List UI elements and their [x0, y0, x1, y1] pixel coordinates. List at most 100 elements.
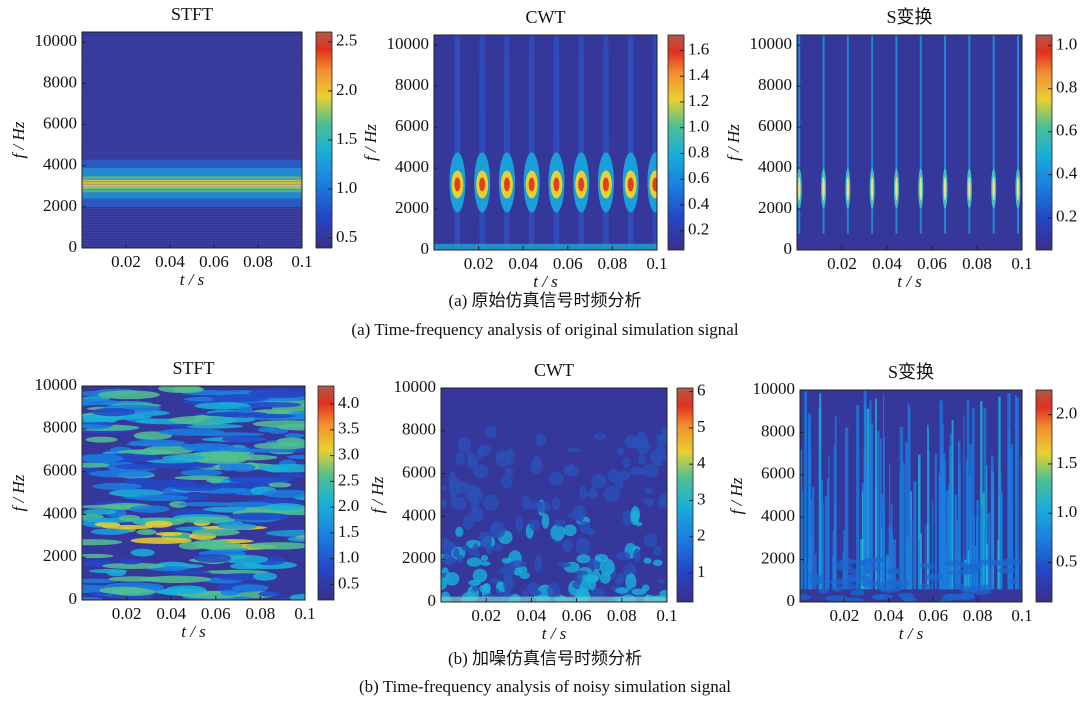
heatmap-texture [174, 475, 230, 481]
heatmap-texture [845, 427, 849, 590]
x-tick-label: 0.08 [598, 254, 628, 273]
heatmap-texture [631, 435, 646, 449]
y-tick-label: 10000 [35, 375, 78, 394]
heatmap-texture [905, 442, 908, 590]
heatmap-texture [485, 543, 493, 555]
heatmap-texture [846, 176, 850, 201]
heatmap-texture [614, 478, 624, 490]
x-axis-label: t / s [533, 272, 558, 291]
heatmap-texture [82, 226, 302, 228]
x-axis-label: t / s [897, 272, 922, 291]
heatmap-texture [265, 529, 305, 537]
heatmap-texture [941, 423, 944, 590]
x-tick-label: 0.02 [830, 606, 860, 625]
heatmap-texture [166, 570, 211, 575]
heatmap-texture [289, 593, 305, 600]
heatmap-texture [82, 504, 143, 509]
y-tick-label: 2000 [43, 196, 77, 215]
heatmap-texture [534, 554, 543, 572]
heatmap-texture [910, 520, 913, 590]
heatmap-texture [866, 408, 870, 590]
heatmap-texture [590, 588, 605, 599]
heatmap-texture [833, 445, 836, 590]
heatmap-texture [870, 176, 874, 201]
heatmap-texture [600, 558, 615, 576]
x-tick-label: 0.1 [294, 604, 315, 623]
x-tick-label: 0.08 [243, 252, 273, 271]
colorbar-tick-label: 4 [697, 453, 706, 472]
heatmap-texture [589, 487, 598, 500]
heatmap-texture [82, 205, 302, 207]
heatmap-texture [656, 433, 667, 439]
heatmap-texture [246, 542, 305, 550]
x-tick-label: 0.02 [464, 254, 494, 273]
heatmap-texture [184, 423, 243, 429]
colorbar-tick-label: 0.2 [1056, 207, 1077, 226]
y-tick-label: 4000 [43, 155, 77, 174]
heatmap-texture [491, 522, 499, 538]
heatmap-texture [919, 35, 922, 234]
heatmap-texture [515, 516, 524, 532]
heatmap-texture [633, 548, 641, 563]
colorbar-tick-label: 3.5 [338, 419, 359, 438]
heatmap-texture [82, 114, 302, 116]
caption-en: (a) Time-frequency analysis of original … [351, 320, 738, 339]
heatmap-texture [209, 411, 268, 416]
heatmap-texture [82, 215, 302, 217]
heatmap-texture [82, 210, 302, 212]
heatmap-texture [943, 452, 946, 590]
colorbar-tick-label: 1.4 [688, 65, 710, 84]
heatmap-texture [455, 481, 471, 495]
heatmap-texture [529, 519, 541, 531]
colorbar-tick-label: 6 [697, 381, 706, 400]
colorbar-tick-label: 2.0 [338, 496, 359, 515]
heatmap-texture [448, 470, 457, 487]
colorbar-tick-label: 1.6 [688, 39, 709, 58]
heatmap-texture [819, 393, 822, 590]
heatmap-texture [814, 553, 817, 590]
heatmap-texture [622, 510, 634, 526]
y-tick-label: 6000 [395, 116, 429, 135]
heatmap-texture [996, 567, 1017, 574]
heatmap-texture [553, 177, 560, 192]
heatmap-texture [261, 489, 305, 498]
heatmap-texture [82, 194, 302, 196]
heatmap-background [82, 32, 302, 248]
heatmap-texture [82, 218, 302, 220]
heatmap-texture [82, 108, 302, 110]
x-tick-label: 0.1 [646, 254, 667, 273]
heatmap-texture [980, 401, 983, 590]
heatmap-texture [891, 530, 893, 590]
x-tick-label: 0.02 [111, 252, 141, 271]
heatmap-texture [1007, 558, 1010, 590]
y-tick-label: 8000 [402, 420, 436, 439]
heatmap-texture [454, 177, 461, 192]
heatmap-texture [919, 176, 922, 201]
heatmap-texture [908, 407, 911, 590]
heatmap-texture [82, 462, 110, 468]
heatmap-texture [82, 191, 302, 193]
y-tick-label: 2000 [761, 549, 795, 568]
heatmap-texture [657, 579, 666, 584]
chart-title: STFT [172, 358, 214, 378]
colorbar-tick-label: 1.0 [336, 178, 357, 197]
heatmap-texture [846, 35, 849, 234]
y-tick-label: 6000 [758, 116, 792, 135]
x-tick-label: 0.06 [199, 252, 229, 271]
x-tick-label: 0.06 [918, 606, 948, 625]
heatmap-texture [129, 505, 171, 513]
colorbar-tick-label: 1.0 [338, 548, 359, 567]
heatmap-texture [113, 463, 165, 470]
heatmap-texture [849, 589, 865, 596]
heatmap [82, 386, 305, 600]
heatmap-texture [82, 42, 302, 44]
heatmap-texture [232, 584, 269, 592]
x-tick-label: 0.1 [1011, 606, 1032, 625]
heatmap-texture [82, 79, 302, 81]
heatmap-texture [102, 562, 165, 569]
heatmap-texture [879, 438, 882, 590]
colorbar-tick-label: 1.5 [338, 522, 359, 541]
heatmap-texture [82, 84, 302, 86]
heatmap-texture [530, 590, 542, 597]
